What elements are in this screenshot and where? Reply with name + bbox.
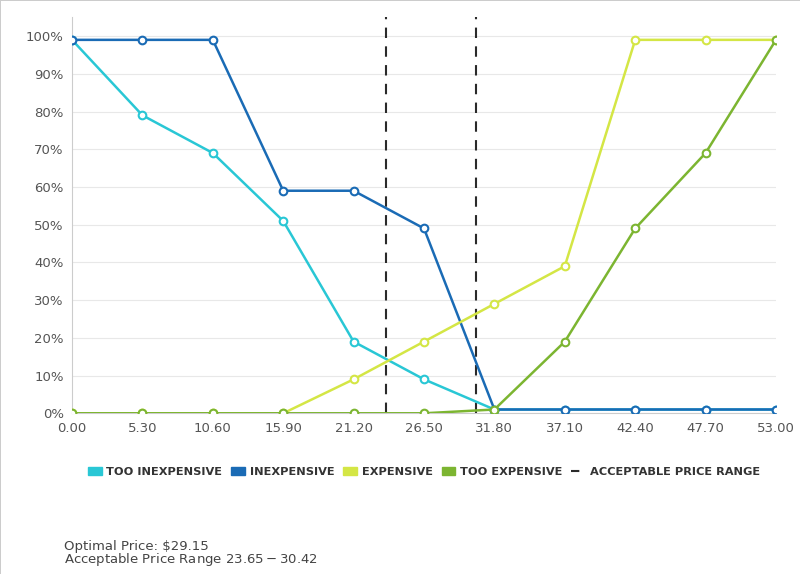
Legend: TOO INEXPENSIVE, INEXPENSIVE, EXPENSIVE, TOO EXPENSIVE, ACCEPTABLE PRICE RANGE: TOO INEXPENSIVE, INEXPENSIVE, EXPENSIVE,… xyxy=(88,467,760,477)
Text: Optimal Price: $29.15: Optimal Price: $29.15 xyxy=(64,540,209,553)
Text: Acceptable Price Range $23.65 - $30.42: Acceptable Price Range $23.65 - $30.42 xyxy=(64,551,318,568)
